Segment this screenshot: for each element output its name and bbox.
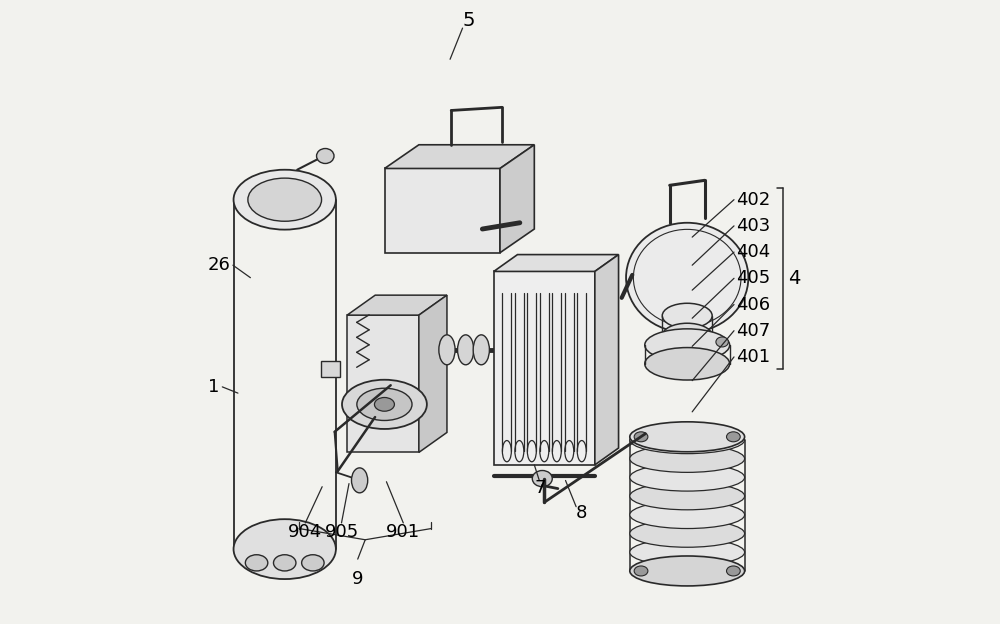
Text: 405: 405	[736, 270, 770, 287]
Text: 5: 5	[463, 11, 475, 30]
Text: 406: 406	[736, 296, 770, 313]
Ellipse shape	[645, 329, 730, 361]
Bar	[385, 168, 500, 253]
Ellipse shape	[630, 520, 745, 547]
Polygon shape	[595, 255, 619, 465]
Ellipse shape	[273, 555, 296, 571]
Polygon shape	[419, 295, 447, 452]
Ellipse shape	[245, 555, 268, 571]
Ellipse shape	[342, 380, 427, 429]
Bar	[347, 315, 419, 452]
Ellipse shape	[374, 397, 394, 411]
Polygon shape	[500, 145, 534, 253]
Ellipse shape	[630, 445, 745, 472]
Ellipse shape	[473, 335, 489, 365]
Text: 407: 407	[736, 322, 770, 339]
Ellipse shape	[630, 539, 745, 566]
Ellipse shape	[234, 170, 336, 230]
Ellipse shape	[727, 432, 740, 442]
Ellipse shape	[630, 464, 745, 491]
Ellipse shape	[727, 566, 740, 576]
Ellipse shape	[634, 566, 648, 576]
Ellipse shape	[302, 555, 324, 571]
Ellipse shape	[645, 348, 730, 380]
Text: 401: 401	[736, 348, 770, 366]
Text: 403: 403	[736, 217, 770, 235]
Ellipse shape	[357, 388, 412, 421]
Ellipse shape	[351, 468, 368, 493]
Ellipse shape	[662, 323, 712, 348]
Ellipse shape	[626, 223, 748, 333]
Text: 1: 1	[208, 378, 219, 396]
Polygon shape	[347, 295, 447, 315]
Text: 901: 901	[386, 523, 420, 540]
Text: 7: 7	[535, 479, 546, 497]
Ellipse shape	[634, 432, 648, 442]
Ellipse shape	[248, 178, 322, 222]
Ellipse shape	[630, 426, 745, 454]
Ellipse shape	[317, 149, 334, 163]
Ellipse shape	[439, 335, 455, 365]
Text: 905: 905	[324, 523, 359, 540]
Ellipse shape	[234, 519, 336, 579]
Ellipse shape	[532, 470, 552, 487]
Ellipse shape	[630, 422, 745, 452]
Text: 8: 8	[575, 504, 587, 522]
Ellipse shape	[630, 482, 745, 510]
Ellipse shape	[662, 303, 712, 328]
Polygon shape	[385, 145, 534, 168]
Polygon shape	[494, 255, 619, 271]
Ellipse shape	[458, 335, 474, 365]
Bar	[494, 271, 595, 465]
Text: 402: 402	[736, 191, 770, 208]
Text: 904: 904	[288, 523, 322, 540]
Text: 9: 9	[352, 570, 363, 588]
Ellipse shape	[630, 501, 745, 529]
Text: 404: 404	[736, 243, 770, 261]
Ellipse shape	[630, 556, 745, 586]
Text: 4: 4	[788, 270, 801, 288]
Bar	[321, 361, 340, 377]
Text: 26: 26	[208, 256, 231, 274]
Ellipse shape	[716, 337, 728, 347]
